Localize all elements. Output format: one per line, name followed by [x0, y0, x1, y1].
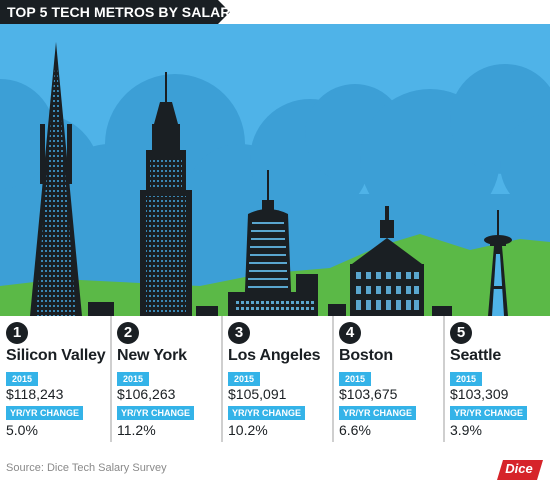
title-banner: TOP 5 TECH METROS BY SALARY [0, 0, 239, 24]
city-name: Seattle [450, 347, 502, 364]
dice-logo: Dice [497, 458, 543, 482]
rank-badge: 5 [450, 322, 472, 344]
change-value: 11.2% [117, 422, 156, 438]
title-part-1: TOP 5 TECH METROS [7, 4, 159, 20]
city-name: New York [117, 347, 187, 364]
source-note: Source: Dice Tech Salary Survey [6, 462, 167, 474]
change-label-badge: YR/YR CHANGE [339, 406, 417, 420]
rank-badge: 4 [339, 322, 361, 344]
change-label-badge: YR/YR CHANGE [6, 406, 84, 420]
year-badge: 2015 [6, 372, 39, 386]
logo-text: Dice [505, 461, 533, 476]
change-value: 10.2% [228, 422, 268, 438]
rank-badge: 2 [117, 322, 139, 344]
salary-value: $103,309 [450, 386, 509, 402]
metro-card-2: 2 New York 2015 $106,263 YR/YR CHANGE 11… [111, 316, 223, 442]
change-value: 6.6% [339, 422, 371, 438]
column-divider [332, 316, 334, 442]
page-title: TOP 5 TECH METROS BY SALARY [7, 4, 239, 20]
salary-value: $106,263 [117, 386, 176, 402]
los-angeles-tower-illustration [228, 170, 318, 316]
city-name: Boston [339, 347, 393, 364]
banner-shape [0, 0, 230, 24]
year-badge: 2015 [450, 372, 483, 386]
logo-shape [497, 460, 543, 480]
salary-value: $105,091 [228, 386, 287, 402]
skyline-illustration [0, 24, 550, 316]
title-part-2: BY SALARY [158, 4, 240, 20]
change-label-badge: YR/YR CHANGE [450, 406, 528, 420]
change-label-badge: YR/YR CHANGE [117, 406, 195, 420]
salary-value: $118,243 [6, 386, 64, 402]
rank-badge: 1 [6, 322, 28, 344]
year-badge: 2015 [339, 372, 372, 386]
change-value: 5.0% [6, 422, 38, 438]
empire-state-illustration [140, 72, 192, 316]
rank-badge: 3 [228, 322, 250, 344]
change-value: 3.9% [450, 422, 482, 438]
city-name: Los Angeles [228, 347, 321, 364]
metro-card-4: 4 Boston 2015 $103,675 YR/YR CHANGE 6.6% [333, 316, 445, 442]
metro-card-1: 1 Silicon Valley 2015 $118,243 YR/YR CHA… [0, 316, 112, 442]
city-name: Silicon Valley [6, 347, 106, 364]
salary-value: $103,675 [339, 386, 398, 402]
change-label-badge: YR/YR CHANGE [228, 406, 306, 420]
metro-list: 1 Silicon Valley 2015 $118,243 YR/YR CHA… [0, 316, 550, 442]
year-badge: 2015 [228, 372, 261, 386]
transamerica-pyramid-illustration [30, 42, 82, 316]
boston-hall-illustration [350, 206, 424, 316]
column-divider [110, 316, 112, 442]
metro-card-5: 5 Seattle 2015 $103,309 YR/YR CHANGE 3.9… [444, 316, 550, 442]
column-divider [221, 316, 223, 442]
metro-card-3: 3 Los Angeles 2015 $105,091 YR/YR CHANGE… [222, 316, 334, 442]
space-needle-illustration [484, 210, 512, 316]
year-badge: 2015 [117, 372, 150, 386]
low-buildings-illustration [88, 302, 452, 316]
column-divider [443, 316, 445, 442]
